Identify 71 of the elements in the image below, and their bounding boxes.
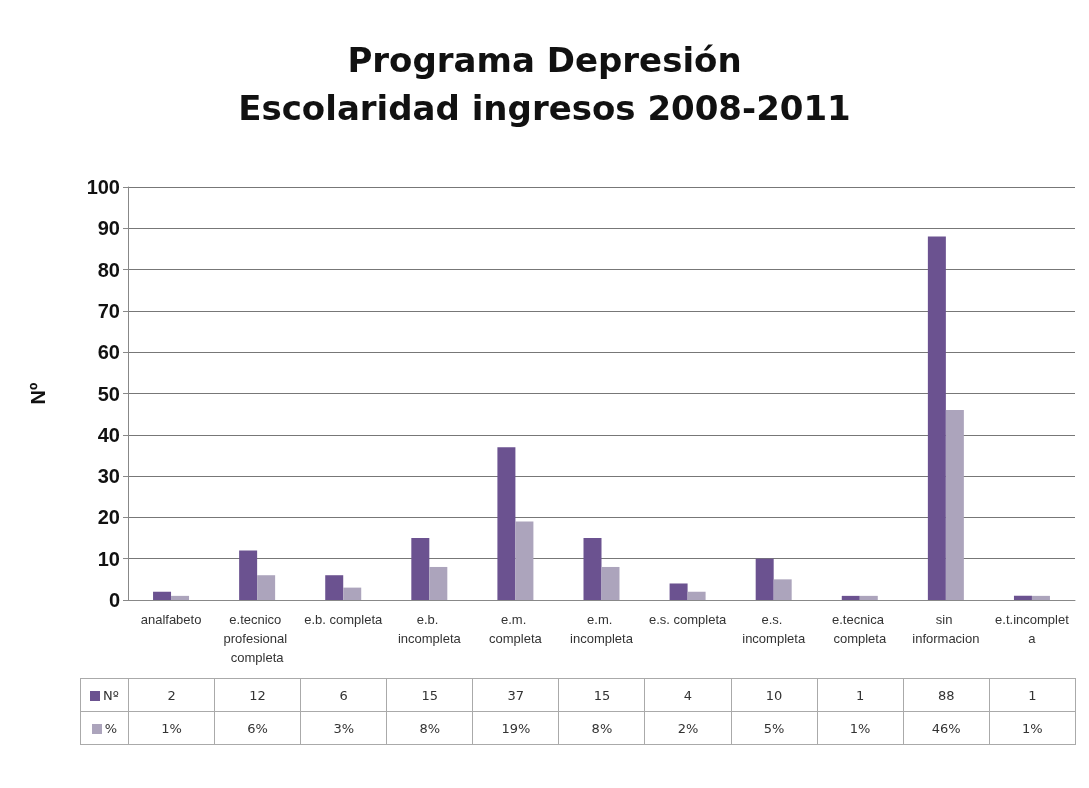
x-tick-label: e.b. incompleta [397, 612, 462, 646]
data-label: 3% [300, 711, 387, 745]
bar [927, 236, 946, 600]
bar [325, 575, 344, 600]
data-label: 15 [558, 678, 645, 712]
x-tick-label: e.s. incompleta [742, 612, 806, 646]
data-label: 1% [989, 711, 1076, 745]
bar [945, 410, 964, 600]
y-tick-label: 40 [97, 423, 120, 446]
data-label: 2% [644, 711, 732, 745]
data-label: 19% [472, 711, 559, 745]
data-label: 6 [300, 678, 387, 712]
bar [1013, 595, 1032, 600]
data-label: 46% [903, 711, 990, 745]
bar [841, 595, 860, 600]
y-axis-title: Nº [27, 382, 49, 405]
y-tick-label: 10 [97, 547, 120, 570]
y-tick-label: 30 [97, 465, 120, 488]
bar [687, 591, 706, 600]
chart-subtitle: Escolaridad ingresos 2008-2011 [238, 88, 851, 128]
x-tick-label: e.m. completa [489, 612, 543, 646]
x-tick-label: e.t.incompleta [995, 612, 1070, 646]
x-tick-label: e.tecnica completa [831, 612, 888, 646]
y-tick-label: 60 [97, 341, 120, 364]
data-label: 12 [214, 678, 301, 712]
chart-title: Programa Depresión [347, 40, 742, 80]
bar [239, 550, 258, 600]
x-tick-label: sin informacion [912, 612, 980, 646]
bar [755, 558, 774, 600]
legend-label: % [80, 711, 129, 745]
data-label: 88 [903, 678, 990, 712]
x-tick-label: e.b. completa [304, 612, 384, 627]
bar [669, 583, 688, 600]
bar [1031, 595, 1050, 600]
y-tick-label: 80 [97, 258, 120, 281]
data-label: 1 [989, 678, 1076, 712]
y-tick-label: 100 [86, 176, 120, 198]
data-label: 8% [386, 711, 473, 745]
data-label: 5% [731, 711, 818, 745]
x-tick-label: e.m. incompleta [570, 612, 634, 646]
y-tick-label: 50 [97, 382, 120, 405]
data-label: 1% [817, 711, 904, 745]
data-label: 10 [731, 678, 818, 712]
data-label: 6% [214, 711, 301, 745]
bar [515, 521, 534, 600]
x-tick-label: analfabeto [140, 612, 202, 627]
bar [411, 538, 430, 600]
x-tick-label: e.s. completa [648, 612, 728, 627]
y-tick-label: 70 [97, 299, 120, 322]
bar [343, 587, 362, 600]
y-tick-label: 90 [97, 217, 120, 240]
data-label: 1 [817, 678, 904, 712]
x-tick-label: e.tecnico profesional completa [223, 612, 291, 665]
data-label: 4 [644, 678, 732, 712]
data-label: 15 [386, 678, 473, 712]
data-label: 8% [558, 711, 645, 745]
bar [601, 566, 620, 600]
bar [153, 591, 172, 600]
y-tick-label: 0 [108, 589, 120, 611]
bar [859, 595, 878, 600]
bar [257, 575, 276, 600]
data-label: 2 [128, 678, 215, 712]
bar [773, 579, 792, 600]
y-tick-label: 20 [97, 506, 120, 529]
data-label: 1% [128, 711, 215, 745]
legend-label: Nº [80, 678, 129, 712]
bar [429, 566, 448, 600]
bar [583, 538, 602, 600]
bar [171, 595, 190, 600]
data-label: 37 [472, 678, 559, 712]
bar [497, 447, 516, 600]
